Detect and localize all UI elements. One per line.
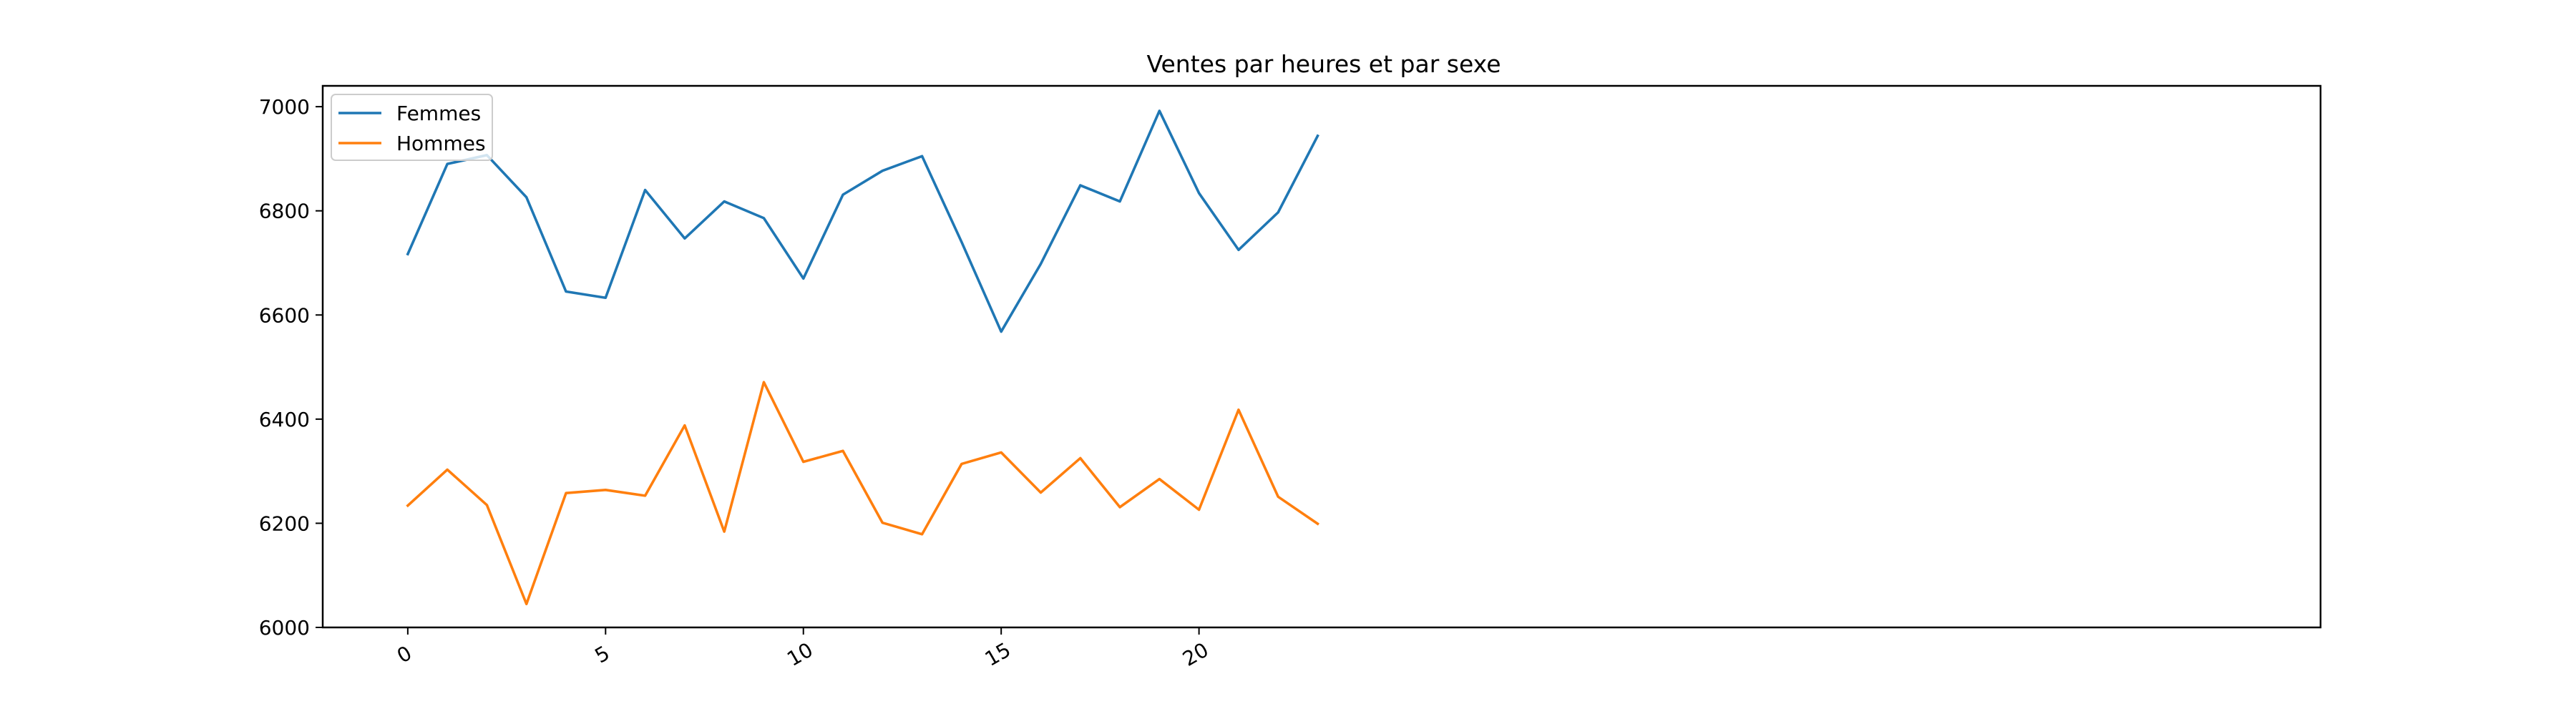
series-line-hommes <box>406 381 1319 606</box>
legend-items: Femmes Hommes <box>338 102 486 155</box>
legend-label-hommes: Hommes <box>396 132 486 155</box>
y-tick-label: 6000 <box>259 616 310 640</box>
legend-label-femmes: Femmes <box>396 102 481 125</box>
x-tick-label: 10 <box>783 638 816 671</box>
y-tick-label: 6400 <box>259 408 310 431</box>
x-tick-label: 0 <box>393 641 416 667</box>
chart-title: Ventes par heures et par sexe <box>1146 50 1501 78</box>
series-layer <box>406 109 1319 606</box>
ticks-layer: 6000 6200 6400 6600 6800 7000 0 5 10 15 20 <box>259 95 1213 671</box>
y-tick-label: 6200 <box>259 512 310 535</box>
plot-frame <box>321 84 2322 629</box>
y-tick-label: 6600 <box>259 303 310 327</box>
series-line-femmes <box>406 109 1319 333</box>
y-tick-label: 6800 <box>259 200 310 223</box>
legend: Femmes Hommes <box>331 94 493 161</box>
y-tick-label: 7000 <box>259 95 310 119</box>
x-tick-label: 5 <box>591 641 614 667</box>
x-tick-label: 15 <box>981 638 1015 671</box>
x-tick-label: 20 <box>1179 638 1212 671</box>
